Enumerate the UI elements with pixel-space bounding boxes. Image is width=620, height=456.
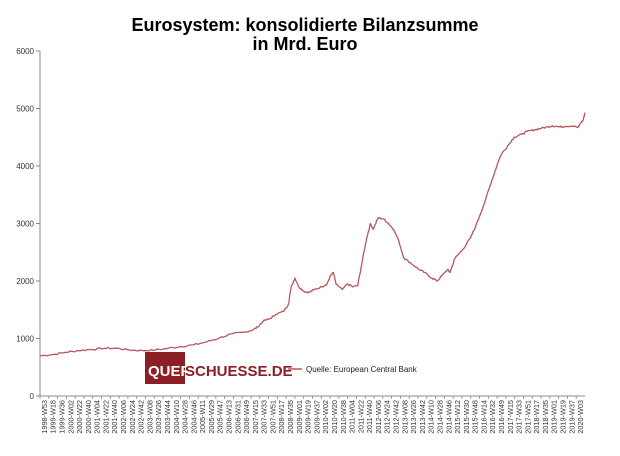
x-tick-label: 2004-W46 (189, 400, 198, 434)
x-tick-label: 2007-W51 (268, 400, 277, 434)
x-tick-label: 2007-W33 (260, 400, 269, 434)
x-tick-label: 2009-W37 (312, 400, 321, 434)
x-tick-label: 2011-W40 (365, 400, 374, 433)
legend: Quelle: European Central Bank (288, 365, 418, 374)
x-tick-label: 2012-W42 (392, 400, 401, 434)
x-tick-label: 2002-W24 (128, 400, 137, 434)
x-tick-label: 2005-W11 (198, 400, 207, 433)
logo-text-right: SCHUESSE.DE (185, 363, 293, 380)
watermark-logo: QUER SCHUESSE.DE (145, 352, 293, 384)
x-tick-label: 2016-W14 (479, 400, 488, 434)
x-tick-label: 2001-W40 (110, 400, 119, 434)
x-tick-label: 2014-W10 (427, 400, 436, 434)
x-tick-label: 2010-W20 (330, 400, 339, 434)
x-tick-label: 2019-W19 (559, 400, 568, 434)
series-layer (39, 112, 586, 357)
x-tick-label: 2017-W15 (506, 400, 515, 434)
logo-box (145, 352, 185, 384)
x-tick-label: 2014-W46 (444, 400, 453, 434)
x-tick-label: 2009-W19 (304, 400, 313, 434)
x-tick-label: 2016-W49 (497, 400, 506, 434)
x-tick-label: 2014-W28 (435, 400, 444, 434)
x-tick-label: 2004-W28 (181, 400, 190, 434)
x-tick-label: 2017-W33 (515, 400, 524, 434)
x-tick-label: 2000-W22 (75, 400, 84, 434)
x-tick-label: 2003-W26 (154, 400, 163, 434)
x-tick-label: 2015-W12 (453, 400, 462, 434)
legend-label: Quelle: European Central Bank (306, 365, 418, 374)
x-tick-label: 2020-W03 (576, 400, 585, 434)
y-tick-label: 4000 (16, 162, 34, 171)
y-tick-label: 3000 (16, 220, 34, 229)
x-tick-label: 2018-W17 (532, 400, 541, 434)
x-tick-label: 2005-W29 (207, 400, 216, 434)
x-tick-label: 2008-W17 (277, 400, 286, 434)
x-tick-label: 2010-W02 (321, 400, 330, 434)
x-tick-label: 2013-W26 (409, 400, 418, 434)
x-tick-label: 2000-W40 (84, 400, 93, 434)
x-tick-label: 2015-W48 (471, 400, 480, 434)
logo-text-left: QUER (148, 363, 192, 380)
y-tick-label: 6000 (16, 47, 34, 56)
x-tick-label: 2006-W49 (242, 400, 251, 434)
y-tick-label: 5000 (16, 105, 34, 114)
x-tick-label: 2001-W04 (93, 400, 102, 434)
x-axis: 1998-W53 1999-W18 1999-W36 2000-W02 2000-W22… (39, 395, 585, 434)
chart-title-line-2: in Mrd. Euro (253, 34, 358, 54)
x-tick-label: 2000-W02 (66, 400, 75, 434)
x-tick-label: 2005-W47 (216, 400, 225, 434)
x-tick-label: 2010-W38 (339, 400, 348, 434)
x-tick-label: 1999-W36 (57, 400, 66, 434)
x-tick-label: 1998-W53 (40, 400, 49, 434)
x-tick-label: 2012-W24 (383, 400, 392, 434)
x-tick-label: 2006-W13 (224, 400, 233, 434)
x-tick-label: 2004-W10 (172, 400, 181, 434)
x-tick-label: 2011-W04 (348, 400, 357, 433)
y-axis: 0 1000 2000 3000 4000 5000 6000 (16, 47, 41, 401)
y-tick-label: 1000 (16, 335, 34, 344)
y-tick-label: 2000 (16, 277, 34, 286)
x-tick-label: 2019-W01 (550, 400, 559, 434)
x-tick-label: 2013-W08 (400, 400, 409, 434)
x-tick-label: 2001-W22 (101, 400, 110, 434)
x-tick-label: 2007-W15 (251, 400, 260, 434)
x-tick-label: 2009-W01 (295, 400, 304, 434)
x-tick-label: 2002-W42 (137, 400, 146, 434)
chart-title-line-1: Eurosystem: konsolidierte Bilanzsumme (131, 15, 478, 35)
x-tick-label: 2019-W37 (567, 400, 576, 434)
y-tick-label: 0 (30, 392, 35, 401)
x-tick-label: 2003-W44 (163, 400, 172, 434)
x-tick-label: 2013-W42 (418, 400, 427, 434)
x-tick-label: 2002-W06 (119, 400, 128, 434)
x-tick-label: 2011-W22 (356, 400, 365, 433)
x-tick-label: 2016-W32 (488, 400, 497, 434)
x-tick-label: 2015-W30 (462, 400, 471, 434)
series-line (39, 112, 586, 357)
x-tick-label: 1999-W18 (49, 400, 58, 434)
x-tick-label: 2017-W51 (523, 400, 532, 434)
x-tick-label: 2012-W06 (374, 400, 383, 434)
x-tick-label: 2018-W35 (541, 400, 550, 434)
x-tick-label: 2003-W08 (145, 400, 154, 434)
x-tick-label: 2008-W35 (286, 400, 295, 434)
x-tick-label: 2006-W31 (233, 400, 242, 434)
